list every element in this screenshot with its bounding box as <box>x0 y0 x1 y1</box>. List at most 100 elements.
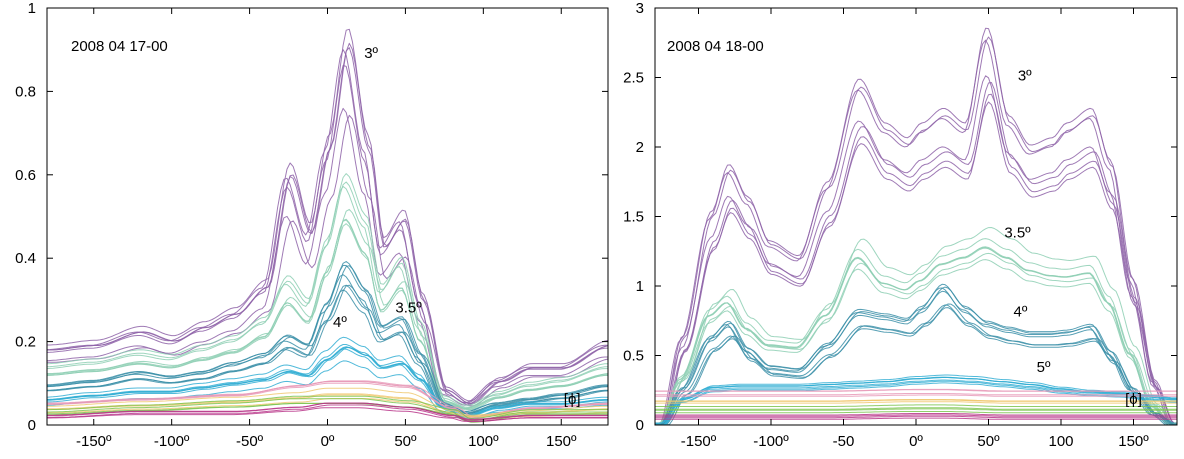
right-series-higher-line <box>655 388 1177 392</box>
left-chart-annotation: 4º <box>333 314 347 331</box>
left-chart-annotation: [ϕ] <box>564 391 581 408</box>
left-x-tick-label: 50º <box>394 433 417 450</box>
left-series-3-line <box>46 107 608 406</box>
left-x-tick-label: 150º <box>546 433 577 450</box>
left-chart-series <box>46 28 609 423</box>
right-y-tick-label: 0.5 <box>623 348 644 365</box>
left-series-higher-line <box>47 394 609 418</box>
left-x-tick-label: -50º <box>236 433 264 450</box>
right-chart-title: 2008 04 18-00 <box>667 38 764 55</box>
right-chart-ticks: -150º -100º -50 0º 50º 100 150º 0 0.5 1 1.5 2 2.5 3 <box>623 0 1177 450</box>
right-chart-panel: -150º -100º -50 0º 50º 100 150º 0 0.5 1 1.5 2 2.5 3 2… <box>623 0 1178 450</box>
right-chart-series <box>655 27 1178 426</box>
right-chart-annotation: 5º <box>1037 359 1051 376</box>
left-x-tick-label: 100º <box>468 433 499 450</box>
left-series-4-line <box>46 261 609 414</box>
left-series-35-line <box>47 223 609 410</box>
right-series-35-line <box>655 252 1177 424</box>
right-x-tick-label: 50º <box>977 433 1000 450</box>
right-y-tick-label: 2 <box>636 139 644 156</box>
right-y-tick-label: 1 <box>636 278 644 295</box>
right-series-higher-line <box>655 411 1177 414</box>
right-x-tick-label: 100 <box>1048 433 1073 450</box>
right-series-3-line <box>655 82 1178 426</box>
left-chart-annotation: 3º <box>364 45 378 62</box>
right-chart-annotation: 3º <box>1018 67 1032 84</box>
left-series-3-line <box>47 114 609 407</box>
right-y-tick-label: 0 <box>636 417 644 434</box>
left-x-tick-label: 0º <box>321 433 335 450</box>
right-series-higher-line <box>655 394 1177 397</box>
right-series-3-line <box>655 36 1177 425</box>
right-series-5-line <box>655 376 1177 426</box>
right-series-3-line <box>655 75 1177 426</box>
right-series-higher-line <box>655 408 1177 411</box>
right-series-higher-line <box>655 415 1177 419</box>
left-chart-annotation: 3.5º <box>395 299 422 316</box>
right-series-35-line <box>655 247 1177 424</box>
left-y-tick-label: 0.8 <box>15 83 36 100</box>
right-series-higher-line <box>655 401 1177 404</box>
right-y-tick-label: 2.5 <box>623 70 644 87</box>
right-plot-frame <box>654 7 1178 426</box>
left-y-tick-label: 0.2 <box>15 334 36 351</box>
left-series-35-line <box>46 185 608 410</box>
right-series-higher-line <box>655 407 1177 410</box>
left-series-5-line <box>46 344 608 417</box>
left-chart-panel: -150º -100º -50º 0º 50º 100º 150º 0 0.2 0.4 0.6 0.8… <box>15 0 609 450</box>
right-x-tick-label: -100º <box>753 433 789 450</box>
right-series-higher-line <box>655 393 1177 396</box>
left-series-higher-line <box>47 398 608 422</box>
right-y-tick-label: 1.5 <box>623 209 644 226</box>
right-x-tick-label: -150º <box>681 433 717 450</box>
left-y-tick-label: 0.6 <box>15 167 36 184</box>
right-series-3-line <box>655 27 1177 426</box>
left-series-5-line <box>46 346 608 418</box>
right-series-higher-line <box>655 417 1177 420</box>
right-series-35-line <box>655 227 1177 426</box>
left-chart-annotations: 3º 3.5º 4º [ϕ] <box>333 45 580 408</box>
left-y-tick-label: 1 <box>28 0 36 17</box>
right-series-higher-line <box>655 413 1177 416</box>
right-series-3-line <box>655 39 1177 426</box>
left-y-tick-label: 0.4 <box>15 250 36 267</box>
left-x-tick-label: -100º <box>154 433 190 450</box>
right-series-3-line <box>655 101 1177 424</box>
right-series-higher-line <box>655 404 1177 407</box>
right-series-4-line <box>655 283 1177 426</box>
right-chart-annotations: 3º 3.5º 4º 5º [ϕ] <box>1004 67 1142 408</box>
right-chart-annotation: 3.5º <box>1004 224 1031 241</box>
right-series-4-line <box>655 307 1177 426</box>
right-chart-annotation: [ϕ] <box>1125 391 1142 408</box>
right-series-35-line <box>655 259 1177 425</box>
left-series-35-line <box>46 173 609 406</box>
right-series-3-line <box>655 93 1178 426</box>
left-series-3-line <box>46 65 609 404</box>
left-series-5-line <box>46 336 608 417</box>
right-series-higher-line <box>655 414 1177 417</box>
right-series-4-line <box>655 303 1178 426</box>
left-series-higher-line <box>47 402 608 420</box>
right-series-4-line <box>655 286 1177 425</box>
right-x-tick-label: 150º <box>1118 433 1149 450</box>
right-series-higher-line <box>655 399 1177 402</box>
left-series-higher-line <box>47 395 608 419</box>
left-series-4-line <box>46 274 608 413</box>
right-series-4-line <box>655 287 1177 426</box>
left-chart-ticks: -150º -100º -50º 0º 50º 100º 150º 0 0.2 0.4 0.6 0.8… <box>15 0 608 450</box>
left-series-higher-line <box>47 380 609 417</box>
right-chart-annotation: 4º <box>1013 304 1027 321</box>
right-series-5-line <box>655 379 1177 424</box>
right-series-4-line <box>655 290 1177 426</box>
right-x-tick-label: -50 <box>833 433 855 450</box>
left-series-35-line <box>46 181 609 408</box>
right-y-tick-label: 3 <box>636 0 644 17</box>
right-series-35-line <box>655 238 1177 424</box>
left-series-5-line <box>47 347 609 420</box>
left-series-3-line <box>47 42 609 405</box>
left-y-tick-label: 0 <box>28 417 36 434</box>
left-series-3-line <box>47 28 609 402</box>
right-series-5-line <box>655 374 1177 426</box>
left-x-tick-label: -150º <box>76 433 112 450</box>
